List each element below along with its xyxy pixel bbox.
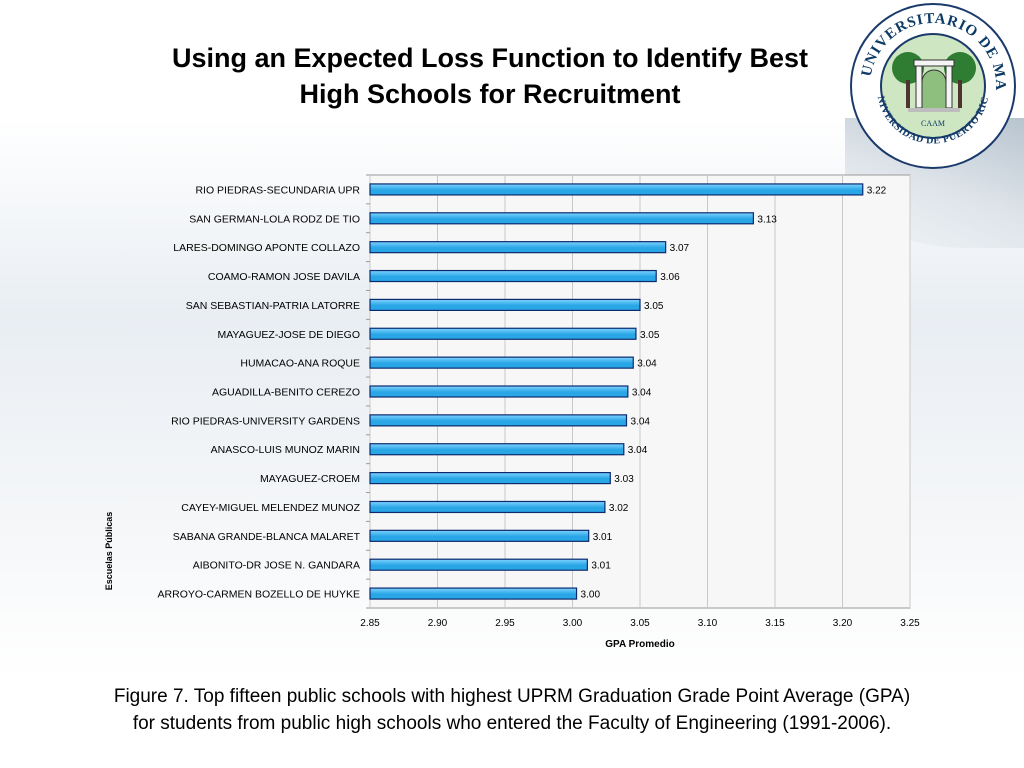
value-label: 3.07: [670, 243, 690, 254]
figure-caption: Figure 7. Top fifteen public schools wit…: [20, 683, 1004, 737]
value-label: 3.04: [628, 445, 648, 456]
x-tick-label: 3.00: [563, 618, 583, 629]
bar: [369, 298, 641, 311]
x-tick-labels: 2.85 2.90 2.95 3.00 3.05 3.10 3.15 3.20 3.25: [360, 618, 920, 629]
category-label: LARES-DOMINGO APONTE COLLAZO: [173, 242, 360, 254]
category-label: MAYAGUEZ-JOSE DE DIEGO: [217, 329, 360, 341]
value-label: 3.04: [637, 359, 657, 370]
category-label: AIBONITO-DR JOSE N. GANDARA: [193, 560, 360, 572]
value-label: 3.04: [631, 416, 651, 427]
value-label: 3.05: [644, 301, 664, 312]
bar: [369, 212, 754, 225]
x-tick-label: 3.05: [630, 618, 650, 629]
category-label: CAYEY-MIGUEL MELENDEZ MUNOZ: [181, 502, 360, 514]
gpa-bar-chart: RIO PIEDRAS-SECUNDARIA UPR SAN GERMAN-LOL…: [104, 174, 920, 650]
x-tick-label: 2.85: [360, 618, 380, 629]
x-tick-label: 2.90: [428, 618, 448, 629]
category-label: SAN GERMAN-LOLA RODZ DE TIO: [189, 213, 360, 225]
category-label: COAMO-RAMON JOSE DAVILA: [208, 271, 360, 283]
value-label: 3.01: [591, 561, 611, 572]
bar: [369, 183, 864, 196]
category-label: RIO PIEDRAS-UNIVERSITY GARDENS: [171, 415, 360, 427]
slide-title-line-1: Using an Expected Loss Function to Ident…: [171, 43, 809, 73]
bar: [369, 443, 625, 456]
value-label: 3.22: [867, 185, 887, 196]
caption-line-2: for students from public high schools wh…: [132, 713, 892, 734]
bar: [369, 529, 590, 542]
value-label: 3.05: [640, 330, 660, 341]
value-label: 3.01: [593, 532, 613, 543]
bar: [369, 587, 578, 600]
value-label: 3.04: [632, 388, 652, 399]
x-tick-label: 2.95: [495, 618, 515, 629]
y-axis-label: Escuelas Públicas: [104, 512, 114, 591]
value-label: 3.06: [660, 272, 680, 283]
category-label: ANASCO-LUIS MUNOZ MARIN: [211, 444, 360, 456]
category-labels: RIO PIEDRAS-SECUNDARIA UPR SAN GERMAN-LOL…: [158, 184, 361, 600]
category-label: SAN SEBASTIAN-PATRIA LATORRE: [186, 300, 360, 312]
category-label: HUMACAO-ANA ROQUE: [240, 358, 360, 370]
x-tick-label: 3.20: [833, 618, 853, 629]
bar: [369, 356, 634, 369]
bar: [369, 472, 611, 485]
slide-title: Using an Expected Loss Function to Ident…: [70, 40, 910, 112]
value-labels: 3.22 3.13 3.07 3.06 3.05 3.05 3.04 3.04 3.04 3.04…: [581, 185, 887, 600]
value-label: 3.02: [609, 503, 629, 514]
bars: [369, 183, 864, 600]
seal-arch-icon: [908, 59, 960, 112]
seal-center-text: CAAM: [921, 119, 945, 128]
category-label: ARROYO-CARMEN BOZELLO DE HUYKE: [158, 589, 360, 601]
category-label: AGUADILLA-BENITO CEREZO: [212, 387, 360, 399]
value-label: 3.03: [614, 474, 634, 485]
bar: [369, 327, 637, 340]
value-label: 3.00: [581, 590, 601, 601]
bar: [369, 269, 657, 283]
bar: [369, 385, 629, 398]
bar: [369, 558, 588, 571]
category-label: MAYAGUEZ-CROEM: [260, 473, 360, 485]
university-seal-logo: RECINTO UNIVERSITARIO DE MAYAGUEZ UNIVER…: [848, 2, 1016, 169]
slide-title-line-2: High Schools for Recruitment: [299, 79, 681, 109]
x-tick-label: 3.10: [698, 618, 718, 629]
x-tick-label: 3.25: [900, 618, 920, 629]
value-label: 3.13: [757, 214, 777, 225]
x-tick-label: 3.15: [765, 618, 785, 629]
category-label: SABANA GRANDE-BLANCA MALARET: [173, 531, 361, 543]
category-label: RIO PIEDRAS-SECUNDARIA UPR: [195, 184, 360, 196]
bar: [369, 500, 606, 514]
x-axis-label: GPA Promedio: [605, 639, 674, 650]
bar: [369, 241, 667, 254]
bar: [369, 414, 628, 427]
caption-line-1: Figure 7. Top fifteen public schools wit…: [113, 686, 911, 707]
